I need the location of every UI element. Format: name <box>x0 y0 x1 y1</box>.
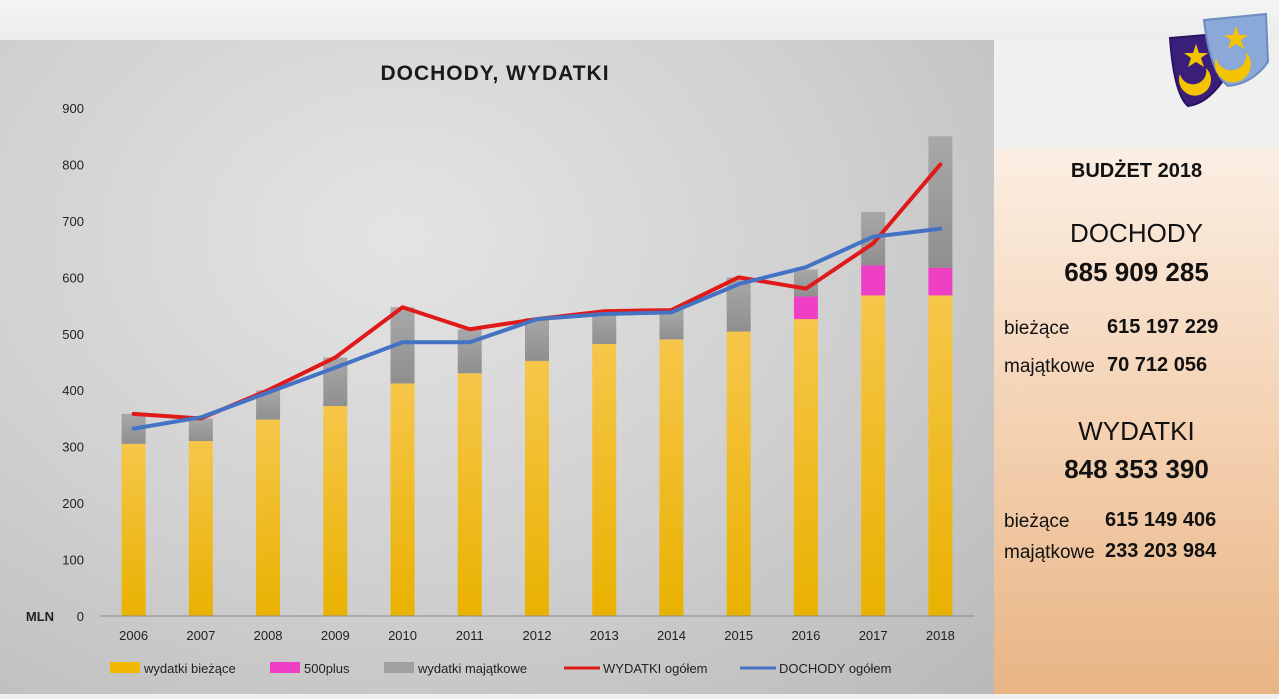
bar-wydatki-majatkowe <box>928 136 953 268</box>
expenses-current-label: bieżące <box>1004 511 1070 532</box>
bar-wydatki-biezace <box>793 319 818 616</box>
legend-label: wydatki majątkowe <box>417 661 527 676</box>
lines-group <box>131 162 943 431</box>
bar-wydatki-biezace <box>121 443 146 616</box>
bar-wydatki-biezace <box>188 441 213 616</box>
y-axis: 0 100 200 300 400 500 600 700 800 900 MLN <box>26 101 84 624</box>
bar-500plus <box>793 296 818 320</box>
x-tick-label: 2010 <box>388 628 417 643</box>
expenses-capital-value: 233 203 984 <box>1105 540 1217 562</box>
x-tick-label: 2017 <box>859 628 888 643</box>
x-tick-label: 2016 <box>791 628 820 643</box>
expenses-current-value: 615 149 406 <box>1105 509 1217 531</box>
legend-label: 500plus <box>304 661 350 676</box>
expenses-total: 848 353 390 <box>1064 454 1209 484</box>
legend: wydatki bieżące 500plus wydatki majątkowe W… <box>110 661 891 676</box>
income-current-label: bieżące <box>1004 318 1070 339</box>
y-tick-label: 400 <box>62 383 84 398</box>
y-tick-label: 600 <box>62 270 84 285</box>
expenses-capital-label: majątkowe <box>1004 542 1095 563</box>
y-tick-label: 800 <box>62 157 84 172</box>
bar-wydatki-biezace <box>525 360 549 616</box>
chart-title: DOCHODY, WYDATKI <box>380 62 609 85</box>
bar-wydatki-majatkowe <box>457 329 482 374</box>
x-tick-label: 2011 <box>456 628 484 643</box>
bar-500plus <box>928 267 953 296</box>
budget-summary-panel: BUDŻET 2018 DOCHODY 685 909 285 bieżące … <box>994 148 1279 694</box>
city-coat-of-arms-icon <box>1166 8 1272 108</box>
chart-svg: DOCHODY, WYDATKI 0 100 200 300 400 500 600 700 8… <box>26 62 974 676</box>
bar-500plus <box>861 265 886 296</box>
expenses-heading: WYDATKI <box>1078 416 1195 446</box>
x-tick-label: 2006 <box>119 628 148 643</box>
income-capital-label: majątkowe <box>1004 356 1095 377</box>
legend-label: DOCHODY ogółem <box>779 661 891 676</box>
bar-wydatki-biezace <box>726 331 751 616</box>
legend-label: WYDATKI ogółem <box>603 661 708 676</box>
bar-wydatki-biezace <box>256 419 281 616</box>
legend-swatch <box>110 662 140 673</box>
chart-panel: DOCHODY, WYDATKI 0 100 200 300 400 500 600 700 8… <box>0 40 994 694</box>
bar-wydatki-biezace <box>390 383 415 616</box>
income-current-value: 615 197 229 <box>1107 316 1219 338</box>
line-dochody-ogolem <box>131 226 943 431</box>
x-tick-label: 2015 <box>724 628 753 643</box>
income-heading: DOCHODY <box>1070 218 1203 248</box>
y-tick-label: 200 <box>62 496 84 511</box>
bar-wydatki-biezace <box>861 295 886 616</box>
legend-swatch <box>270 662 300 673</box>
y-tick-label: 300 <box>62 440 84 455</box>
x-tick-label: 2008 <box>254 628 283 643</box>
bar-wydatki-majatkowe <box>659 310 684 340</box>
y-tick-label: 900 <box>62 101 84 116</box>
y-axis-label: MLN <box>26 609 54 624</box>
y-tick-label: 700 <box>62 214 84 229</box>
y-tick-label: 0 <box>77 609 84 624</box>
bars-group <box>121 136 953 616</box>
x-tick-label: 2009 <box>321 628 350 643</box>
x-tick-label: 2014 <box>657 628 686 643</box>
y-tick-label: 500 <box>62 327 84 342</box>
y-tick-label: 100 <box>62 553 84 568</box>
legend-swatch <box>384 662 414 673</box>
income-total: 685 909 285 <box>1064 257 1209 287</box>
bar-wydatki-majatkowe <box>188 418 213 442</box>
x-tick-label: 2018 <box>926 628 955 643</box>
x-tick-label: 2013 <box>590 628 619 643</box>
bar-wydatki-biezace <box>659 339 684 616</box>
bar-wydatki-majatkowe <box>592 311 617 344</box>
x-tick-label: 2007 <box>186 628 215 643</box>
bar-wydatki-biezace <box>457 373 482 616</box>
income-capital-value: 70 712 056 <box>1107 354 1208 376</box>
bar-wydatki-majatkowe <box>525 317 549 361</box>
bar-wydatki-biezace <box>928 295 953 616</box>
top-band <box>0 0 1279 40</box>
summary-title: BUDŻET 2018 <box>1070 160 1203 182</box>
x-tick-label: 2012 <box>523 628 552 643</box>
bar-wydatki-biezace <box>323 406 348 616</box>
legend-label: wydatki bieżące <box>143 661 236 676</box>
x-axis: 2006 2007 2008 2009 2010 2011 2012 2013 2014 2015… <box>100 615 974 643</box>
bar-wydatki-biezace <box>592 343 617 616</box>
